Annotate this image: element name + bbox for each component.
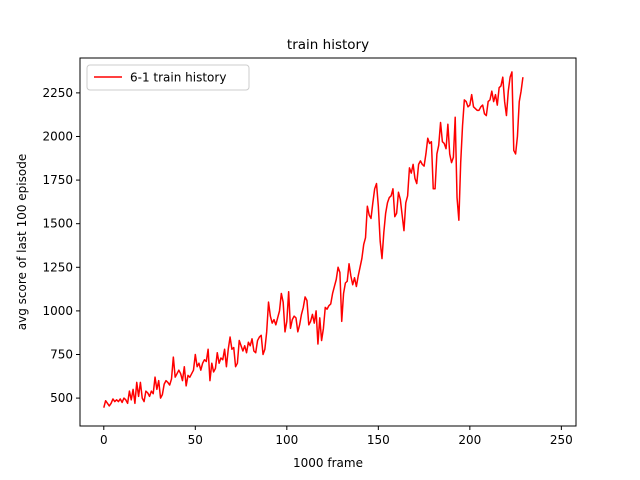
chart-title: train history: [287, 37, 369, 53]
x-tick-label: 0: [100, 433, 108, 447]
legend-box: [86, 64, 250, 91]
x-tick-label: 250: [550, 433, 573, 447]
y-tick-label: 1750: [42, 173, 73, 187]
y-tick-label: 2250: [42, 86, 73, 100]
y-tick-label: 500: [50, 391, 73, 405]
plot-area: [80, 58, 576, 426]
y-axis: 500 750 1000 1250 1500 1750 2000 2250: [42, 86, 80, 405]
y-tick-label: 1500: [42, 217, 73, 231]
y-tick-label: 1250: [42, 260, 73, 274]
y-axis-label: avg score of last 100 episode: [15, 154, 29, 330]
legend: 6-1 train history: [86, 64, 250, 91]
x-tick-label: 150: [367, 433, 390, 447]
series-line: [103, 71, 524, 408]
x-axis-label: 1000 frame: [293, 456, 363, 470]
y-tick-label: 2000: [42, 129, 73, 143]
x-tick-label: 200: [458, 433, 481, 447]
plot-frame: [79, 57, 577, 427]
y-tick-label: 1000: [42, 304, 73, 318]
legend-entry-label: 6-1 train history: [130, 71, 226, 85]
y-tick-label: 750: [50, 347, 73, 361]
x-tick-label: 100: [275, 433, 298, 447]
x-tick-label: 50: [188, 433, 203, 447]
x-axis: 0 50 100 150 200 250: [100, 426, 573, 447]
series-layer: [103, 71, 524, 408]
